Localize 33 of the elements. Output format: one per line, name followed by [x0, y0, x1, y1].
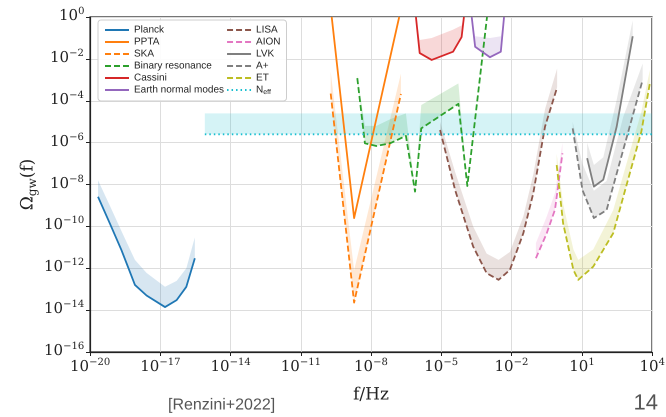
- legend-label: Planck: [134, 24, 166, 36]
- y-tick-label: 10$^{0}$: [59, 6, 84, 24]
- x-tick-label: 10$^{−5}$: [424, 357, 458, 375]
- legend-label: A+: [256, 60, 269, 72]
- legend-label: LVK: [256, 48, 275, 60]
- legend-label: Earth normal modes: [134, 84, 224, 96]
- text: 14: [634, 390, 658, 414]
- x-tick-label: 10$^{−8}$: [354, 357, 388, 375]
- text: [Renzini+2022]: [168, 396, 276, 414]
- x-axis-title: f/Hz: [353, 384, 389, 404]
- x-tick-label: 10$^{1}$: [569, 357, 595, 375]
- legend-label: ET: [256, 72, 269, 84]
- x-tick-label: 10$^{4}$: [640, 357, 665, 375]
- legend-label: Cassini: [134, 72, 167, 84]
- y-tick-label: 10$^{−10}$: [44, 215, 84, 234]
- y-tick-label: 10$^{−12}$: [44, 257, 84, 276]
- y-tick-label: 10$^{−4}$: [50, 90, 84, 108]
- legend-label: SKA: [134, 48, 154, 60]
- y-tick-label: 10$^{−6}$: [50, 132, 84, 150]
- legend-label: LISA: [256, 24, 278, 36]
- x-tick-label: 10$^{−14}$: [210, 357, 251, 375]
- x-tick-label: 10$^{−11}$: [280, 357, 321, 375]
- legend-label: AION: [256, 36, 280, 48]
- y-tick-label: 10$^{−16}$: [44, 341, 84, 359]
- x-tick-label: 10$^{−2}$: [494, 357, 528, 375]
- legend-label: Binary resonance: [134, 60, 212, 72]
- y-axis-title: Ωgw(f): [18, 158, 39, 210]
- y-tick-label: 10$^{−8}$: [50, 174, 84, 192]
- y-tick-label: 10$^{−2}$: [50, 48, 84, 66]
- x-tick-label: 10$^{−17}$: [140, 357, 180, 375]
- x-tick-label: 10$^{−20}$: [70, 357, 110, 375]
- y-tick-label: 10$^{−14}$: [44, 299, 84, 318]
- legend-label: PPTA: [134, 36, 160, 48]
